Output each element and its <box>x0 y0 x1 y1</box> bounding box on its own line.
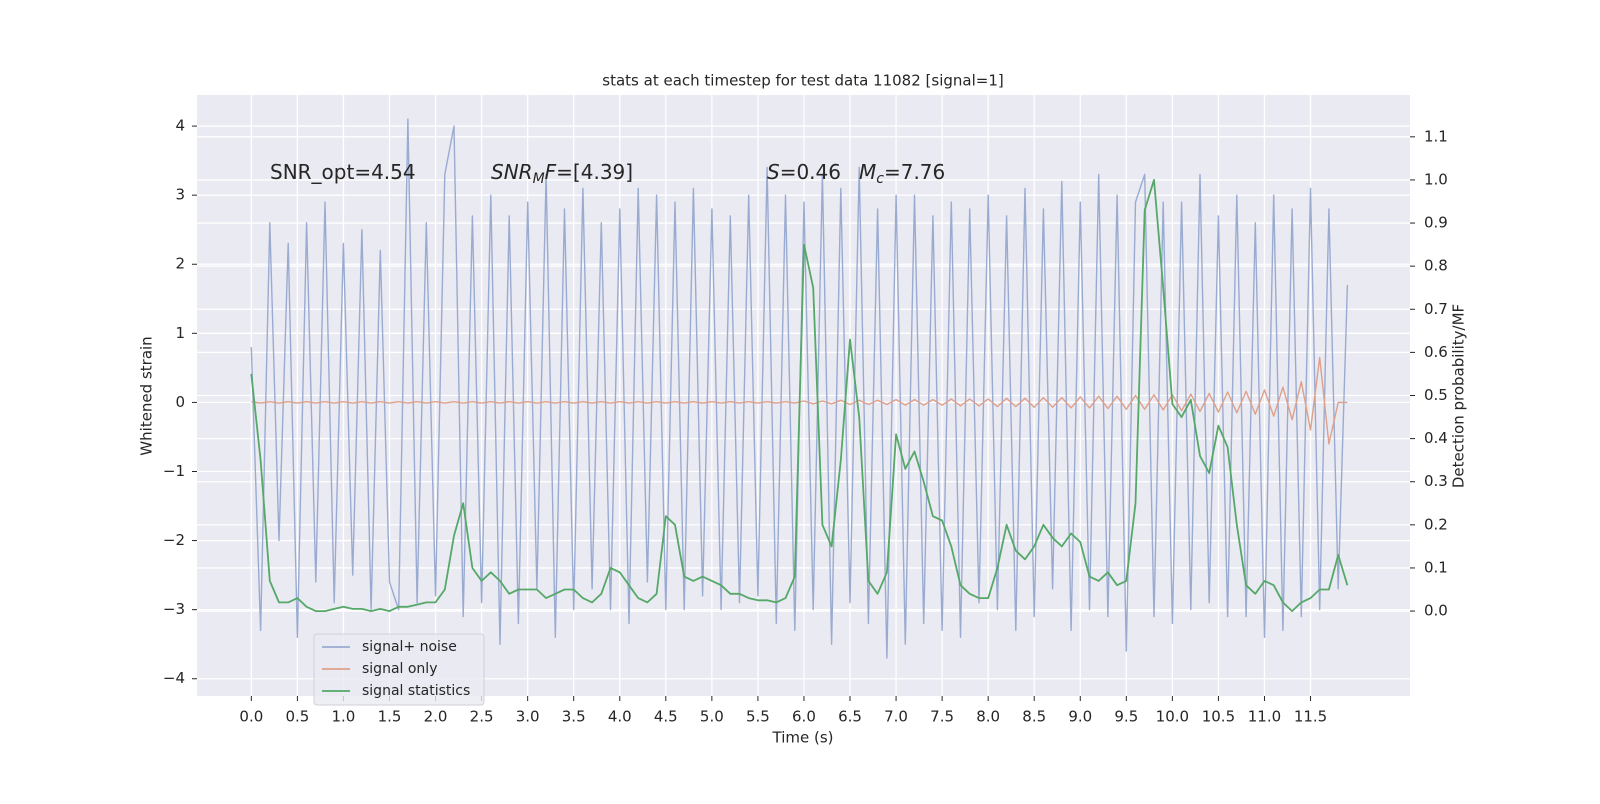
annotation: Mc=7.76 <box>859 160 945 188</box>
annotation-part: F <box>545 160 557 184</box>
x-tick-label: 1.0 <box>332 708 356 726</box>
legend-label: signal only <box>362 661 437 677</box>
annotation-part: M <box>859 160 876 184</box>
x-tick-label: 7.5 <box>930 708 954 726</box>
annotation: S=0.46 <box>767 160 841 184</box>
y-tick-label: −3 <box>163 600 185 618</box>
y-tick-label: 2 <box>175 255 185 273</box>
y2-tick-label: 0.7 <box>1424 300 1448 318</box>
y-tick-label: 4 <box>175 117 185 135</box>
y-tick-label: −1 <box>163 462 185 480</box>
annotation-part: =0.46 <box>780 160 841 184</box>
x-tick-label: 10.5 <box>1202 708 1235 726</box>
annotation: SNR_opt=4.54 <box>270 160 416 184</box>
x-tick-label: 2.0 <box>424 708 448 726</box>
y-tick-label: 0 <box>175 393 185 411</box>
y2-tick-label: 0.6 <box>1424 343 1448 361</box>
y2-tick-label: 0.2 <box>1424 515 1448 533</box>
annotation-part: S <box>767 160 780 184</box>
legend-box <box>313 633 485 706</box>
y2-tick-label: 0.0 <box>1424 602 1448 620</box>
y-tick-label: 1 <box>175 324 185 342</box>
x-axis-label: Time (s) <box>772 729 834 747</box>
x-tick-label: 4.0 <box>608 708 632 726</box>
x-tick-label: 1.5 <box>378 708 402 726</box>
x-tick-label: 11.5 <box>1294 708 1327 726</box>
annotation-part: SNR <box>491 160 533 184</box>
x-tick-label: 3.0 <box>516 708 540 726</box>
y2-tick-label: 0.9 <box>1424 214 1448 232</box>
y-tick-label: 3 <box>175 186 185 204</box>
y2-tick-label: 0.4 <box>1424 429 1448 447</box>
annotation-part: c <box>876 171 884 187</box>
chart-title: stats at each timestep for test data 110… <box>602 72 1003 90</box>
series-line <box>250 179 1349 612</box>
y2-tick-label: 0.1 <box>1424 558 1448 576</box>
x-tick-label: 9.0 <box>1068 708 1092 726</box>
y-tick-label: −2 <box>163 531 185 549</box>
annotation-part: M <box>533 171 545 187</box>
y-tick-label: −4 <box>163 669 185 687</box>
y2-tick-label: 1.1 <box>1424 127 1448 145</box>
y2-tick-label: 0.8 <box>1424 257 1448 275</box>
legend-label: signal statistics <box>362 683 470 699</box>
x-tick-label: 10.0 <box>1156 708 1189 726</box>
x-tick-label: 2.5 <box>470 708 494 726</box>
x-tick-label: 4.5 <box>654 708 678 726</box>
x-tick-label: 0.5 <box>285 708 309 726</box>
annotation-part: SNR_opt=4.54 <box>270 160 416 184</box>
x-tick-label: 7.0 <box>884 708 908 726</box>
x-tick-label: 5.0 <box>700 708 724 726</box>
x-tick-label: 9.5 <box>1114 708 1138 726</box>
x-tick-label: 6.5 <box>838 708 862 726</box>
annotation: SNRMF=[4.39] <box>491 160 633 188</box>
x-tick-label: 3.5 <box>562 708 586 726</box>
x-tick-label: 8.5 <box>1022 708 1046 726</box>
y2-axis-label: Detection probability/MF <box>1450 304 1468 488</box>
y2-tick-label: 1.0 <box>1424 170 1448 188</box>
y2-tick-label: 0.3 <box>1424 472 1448 490</box>
annotation-part: =[4.39] <box>556 160 633 184</box>
y2-tick-label: 0.5 <box>1424 386 1448 404</box>
legend-label: signal+ noise <box>362 639 457 655</box>
annotation-part: =7.76 <box>884 160 945 184</box>
x-tick-label: 0.0 <box>239 708 263 726</box>
x-tick-label: 5.5 <box>746 708 770 726</box>
x-tick-label: 8.0 <box>976 708 1000 726</box>
y-axis-label: Whitened strain <box>138 336 156 455</box>
x-tick-label: 6.0 <box>792 708 816 726</box>
x-tick-label: 11.0 <box>1248 708 1281 726</box>
